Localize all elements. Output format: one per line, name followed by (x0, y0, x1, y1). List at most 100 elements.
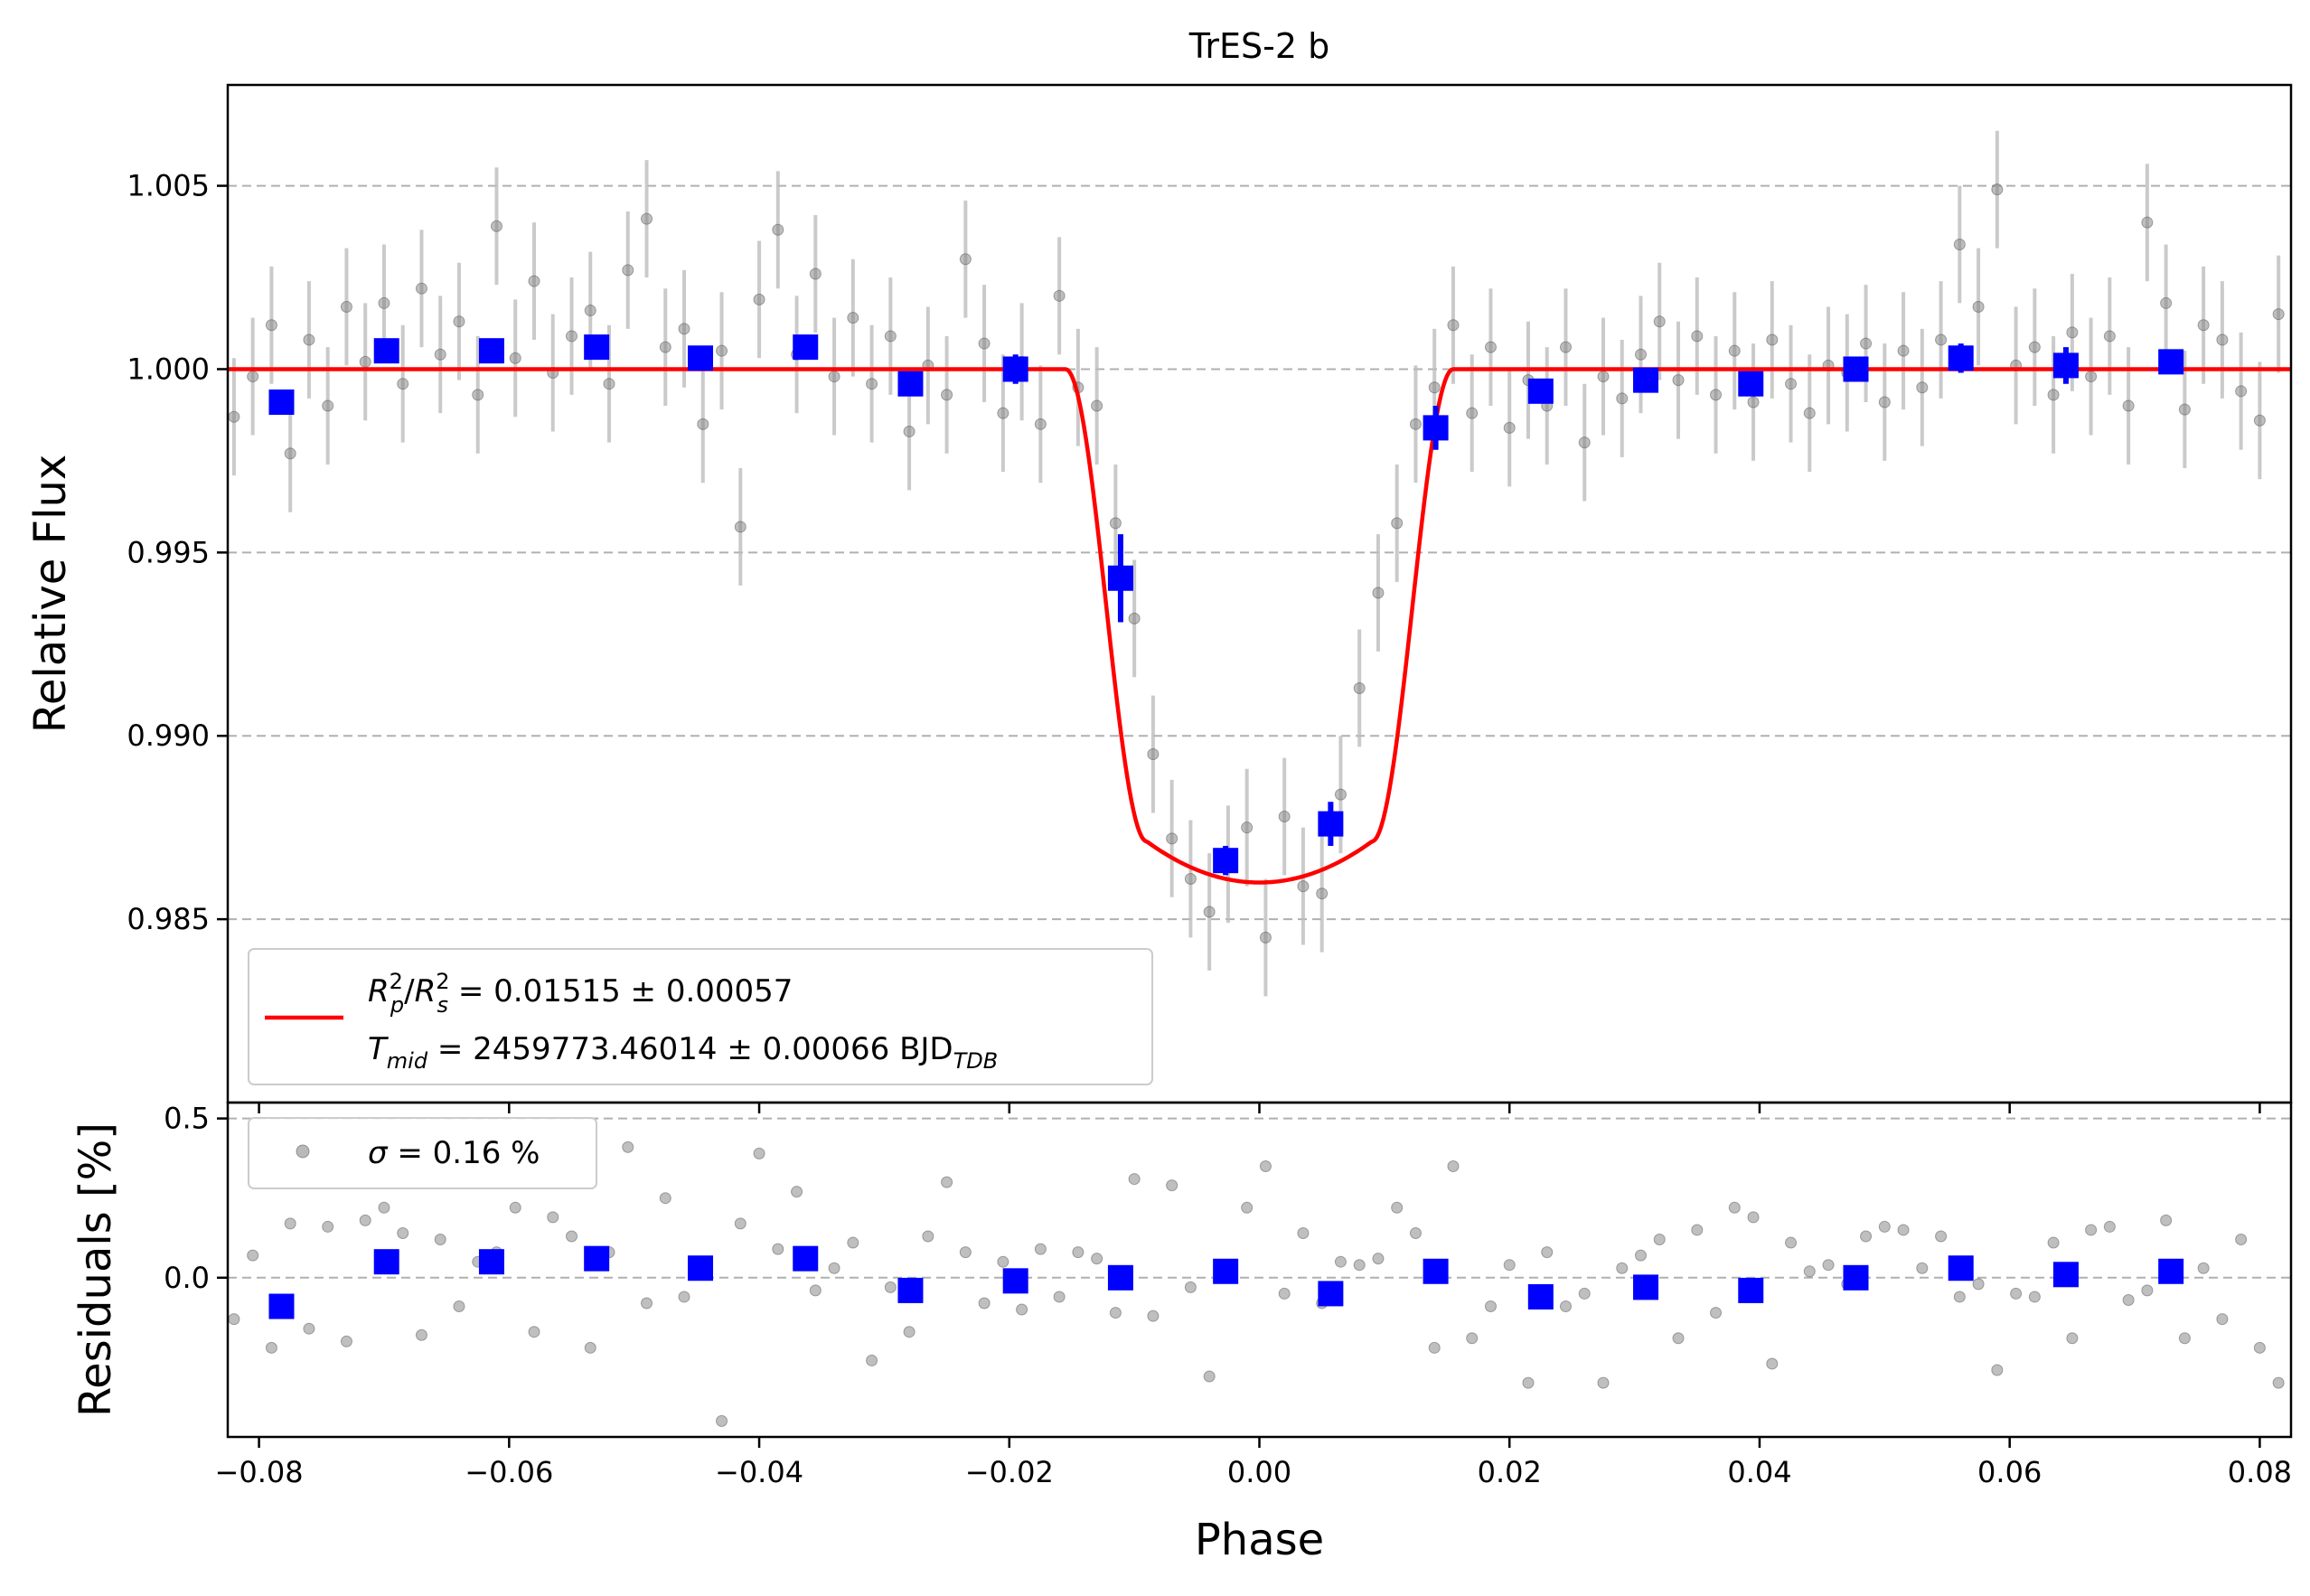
raw-point (1278, 811, 1291, 823)
residual-raw-point (1016, 1303, 1028, 1316)
residual-raw-point (1372, 1253, 1385, 1265)
residual-raw-point (1503, 1259, 1516, 1272)
residual-raw-point (378, 1201, 390, 1214)
residual-binned-point (1633, 1274, 1659, 1300)
residual-raw-point (1710, 1307, 1723, 1319)
raw-point (303, 333, 315, 346)
raw-point (228, 410, 240, 423)
residual-raw-point (828, 1262, 840, 1274)
residual-raw-point (566, 1230, 578, 1243)
raw-point (1372, 587, 1385, 599)
residual-raw-point (1878, 1220, 1891, 1233)
raw-point (1184, 872, 1197, 885)
residual-legend: σ = 0.16 % (248, 1117, 597, 1189)
residual-raw-point (659, 1192, 671, 1205)
residual-raw-point (2066, 1332, 2079, 1345)
residual-raw-point (1166, 1179, 1178, 1192)
residual-raw-point (2197, 1262, 2210, 1274)
residual-raw-point (1597, 1376, 1610, 1389)
residual-gridlines (228, 1117, 2291, 1279)
residual-xtick-label: −0.04 (715, 1455, 803, 1489)
residual-raw-point (1559, 1300, 1572, 1313)
residual-binned-point (688, 1255, 714, 1281)
raw-point (2141, 216, 2154, 229)
raw-point (2122, 399, 2135, 412)
binned-point (268, 389, 295, 415)
binned-point (1738, 371, 1764, 397)
residual-raw-point (1860, 1230, 1873, 1243)
raw-point (472, 389, 484, 401)
raw-point (2047, 389, 2060, 401)
binned-point (1002, 356, 1028, 382)
raw-point (903, 425, 916, 437)
residual-xtick-label: 0.02 (1478, 1455, 1542, 1489)
raw-point (1259, 931, 1272, 944)
residual-binned-point (1738, 1277, 1764, 1303)
raw-point (678, 323, 690, 335)
residual-raw-point (772, 1243, 784, 1255)
residual-raw-point (1916, 1262, 1929, 1274)
residual-raw-point (1766, 1357, 1779, 1370)
residual-raw-point (1991, 1364, 2004, 1376)
residual-raw-points (228, 1141, 2285, 1427)
raw-point (2253, 414, 2266, 427)
raw-point (997, 407, 1009, 419)
main-xaxis-ticks (258, 1103, 2261, 1113)
residual-raw-point (941, 1176, 953, 1188)
main-y-axis-label: Relative Flux (25, 455, 76, 734)
residual-raw-point (791, 1186, 803, 1198)
raw-point (697, 418, 709, 430)
residual-raw-point (2122, 1293, 2135, 1306)
residual-raw-point (1278, 1287, 1291, 1300)
binned-point (1107, 565, 1133, 591)
raw-point (584, 305, 596, 317)
main-ytick-label: 0.985 (127, 902, 210, 936)
raw-point (1091, 399, 1103, 412)
main-ytick-label: 1.000 (127, 352, 210, 386)
raw-point (453, 315, 465, 328)
residual-raw-point (1484, 1300, 1497, 1313)
residual-raw-point (1972, 1278, 1985, 1291)
raw-point (434, 348, 446, 361)
residual-raw-point (1147, 1310, 1160, 1322)
residual-binned-point (268, 1293, 295, 1319)
raw-point (941, 389, 953, 401)
residual-raw-point (753, 1147, 765, 1159)
main-yaxis-ticks: 0.985 0.990 0.995 1.000 1.005 (127, 169, 228, 936)
residual-xtick-label: 0.08 (2228, 1455, 2292, 1489)
binned-point (1843, 356, 1869, 382)
residual-raw-point (1672, 1332, 1685, 1345)
main-ytick-label: 0.990 (127, 718, 210, 753)
raw-point (1147, 748, 1160, 761)
residual-raw-point (1822, 1259, 1835, 1272)
raw-point (566, 330, 578, 343)
binned-point (1213, 848, 1239, 874)
main-binned-points (268, 334, 2184, 876)
raw-point (1710, 389, 1723, 401)
residual-raw-point (1128, 1173, 1141, 1186)
residual-raw-point (809, 1284, 822, 1297)
binned-point (373, 338, 399, 364)
residual-raw-point (1428, 1341, 1441, 1354)
residual-raw-point (1466, 1332, 1479, 1345)
raw-point (659, 341, 671, 353)
residual-xaxis-ticks: −0.08 −0.06 −0.04 −0.02 0.00 0.02 0.04 0.06 0.08 (215, 1437, 2292, 1489)
residual-raw-point (1447, 1159, 1460, 1172)
raw-point (2216, 333, 2229, 346)
legend-residual-marker (296, 1144, 310, 1159)
raw-point (1391, 517, 1404, 530)
raw-point (265, 319, 277, 332)
residual-binned-point (373, 1249, 399, 1275)
residual-raw-point (453, 1300, 465, 1313)
residual-raw-point (397, 1226, 409, 1239)
residual-xtick-label: −0.06 (465, 1455, 553, 1489)
x-axis-label: Phase (1195, 1515, 1324, 1565)
raw-point (1803, 407, 1816, 419)
main-legend-box (248, 948, 1153, 1085)
residual-raw-point (528, 1326, 540, 1338)
raw-point (1334, 788, 1347, 801)
residual-binned-point (1107, 1264, 1133, 1291)
binned-point (1318, 811, 1344, 837)
